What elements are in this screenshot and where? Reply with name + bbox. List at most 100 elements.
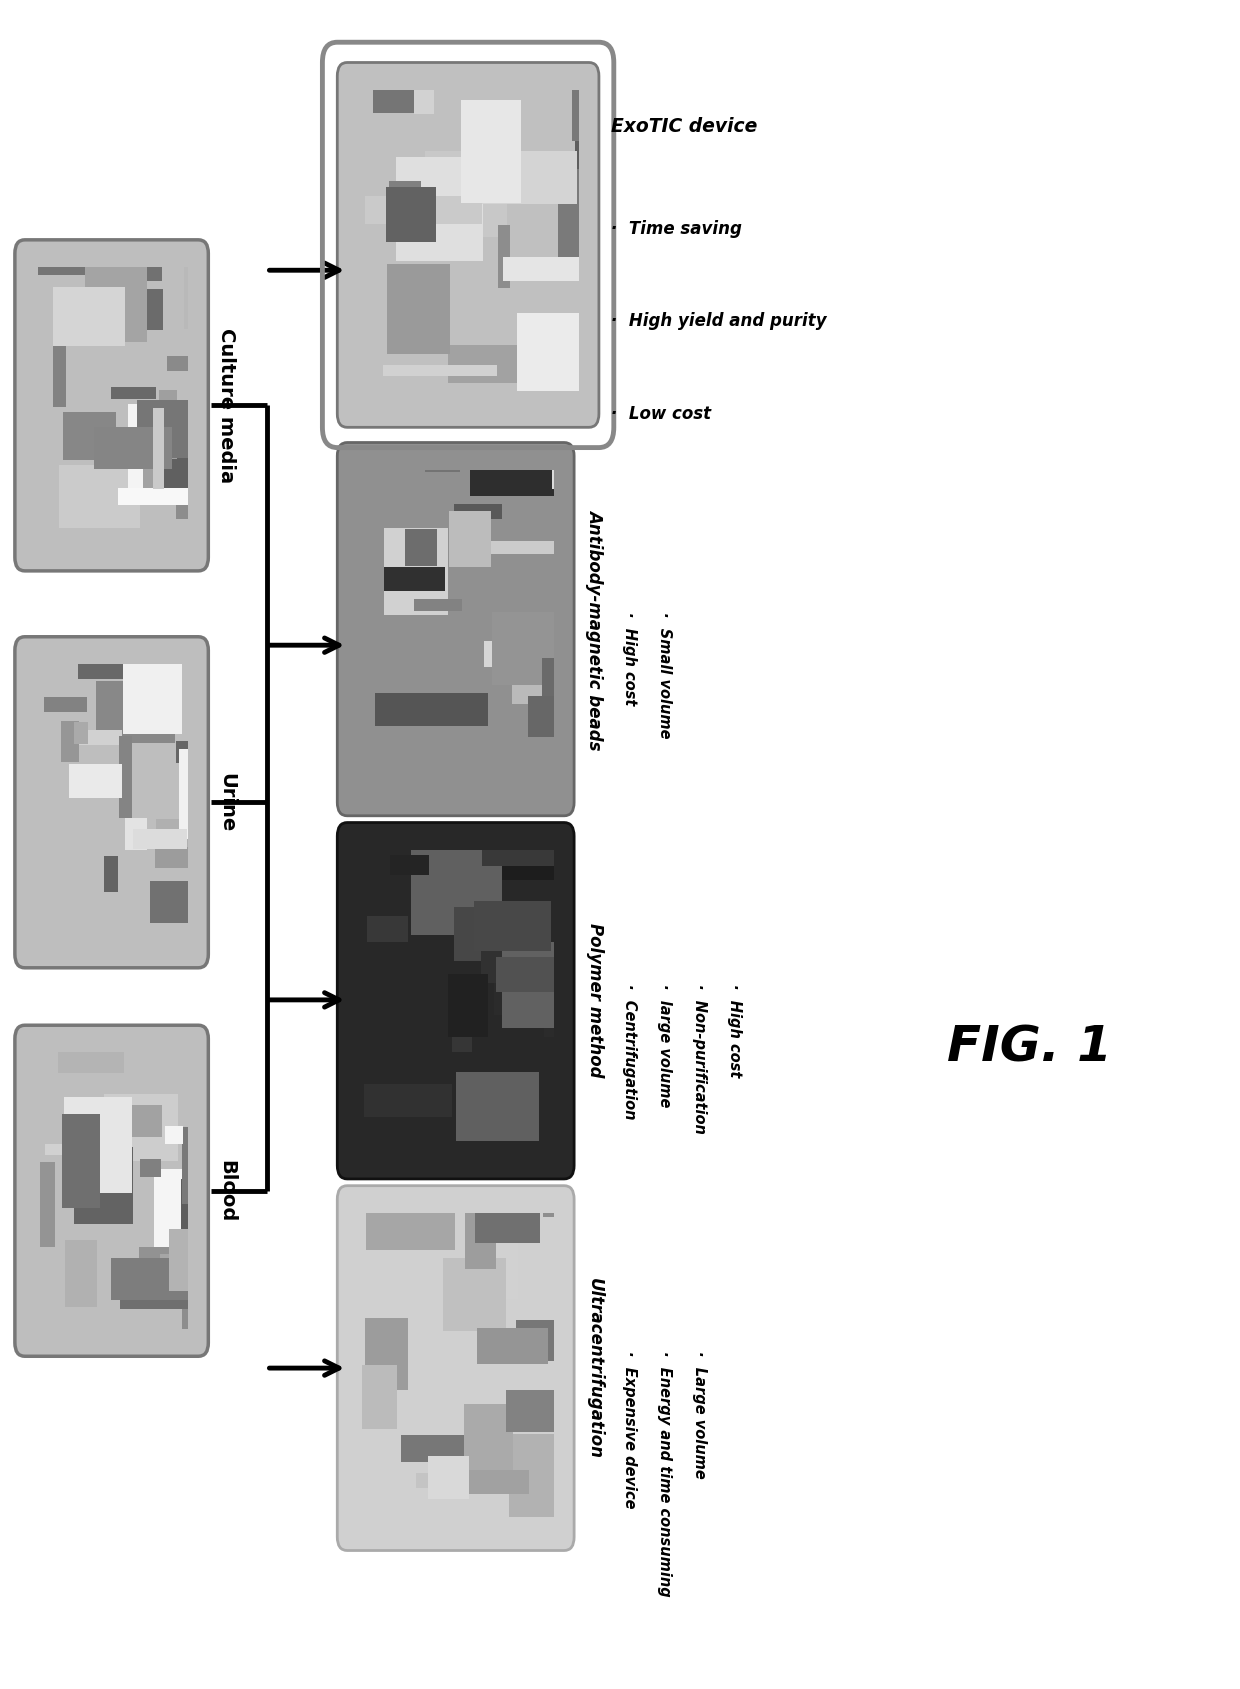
Bar xyxy=(372,90,428,113)
Bar xyxy=(362,1365,397,1429)
Text: Ultracentrifugation: Ultracentrifugation xyxy=(587,1277,604,1459)
Bar xyxy=(184,267,188,329)
Bar xyxy=(464,1404,512,1480)
Bar xyxy=(160,1253,188,1309)
Bar xyxy=(396,157,484,260)
Bar xyxy=(123,664,182,735)
Text: ·  High cost: · High cost xyxy=(727,983,742,1078)
Bar xyxy=(448,975,487,1037)
Text: ·  Time saving: · Time saving xyxy=(611,220,743,238)
Bar xyxy=(181,1179,188,1268)
Bar xyxy=(465,1213,496,1268)
Bar xyxy=(159,390,177,459)
Bar xyxy=(410,850,502,934)
Bar xyxy=(136,400,188,458)
Bar xyxy=(389,181,420,230)
Bar xyxy=(389,855,429,875)
Bar xyxy=(366,1213,455,1250)
Bar xyxy=(156,819,188,851)
FancyBboxPatch shape xyxy=(337,443,574,816)
Bar xyxy=(517,312,579,390)
Bar xyxy=(384,529,448,615)
Bar xyxy=(481,540,554,554)
Bar xyxy=(477,1213,518,1299)
Bar xyxy=(470,470,554,497)
Bar xyxy=(365,1317,408,1390)
Text: ·  Centrifugation: · Centrifugation xyxy=(622,983,637,1120)
Bar xyxy=(155,846,188,868)
Bar xyxy=(154,407,164,488)
Bar xyxy=(474,900,551,951)
Bar xyxy=(112,1258,188,1299)
Bar xyxy=(129,463,162,505)
Text: ·  Non-purification: · Non-purification xyxy=(692,983,707,1133)
Bar xyxy=(543,1213,554,1216)
Bar xyxy=(140,1159,161,1177)
Bar xyxy=(176,740,188,763)
Text: ·  Low cost: · Low cost xyxy=(611,405,712,424)
Bar xyxy=(53,318,66,407)
Bar xyxy=(516,1321,554,1361)
Bar xyxy=(104,856,118,892)
Text: Blood: Blood xyxy=(217,1160,236,1221)
Bar xyxy=(434,1469,529,1495)
Bar xyxy=(103,664,172,671)
Bar xyxy=(405,529,438,566)
Text: ExoTIC device: ExoTIC device xyxy=(611,117,758,137)
Bar xyxy=(94,427,172,468)
FancyBboxPatch shape xyxy=(337,823,574,1179)
Text: ·  High yield and purity: · High yield and purity xyxy=(611,312,827,331)
Bar xyxy=(104,1094,177,1160)
Bar xyxy=(456,1073,539,1140)
Bar xyxy=(470,150,577,204)
Bar xyxy=(475,1213,541,1243)
Text: Polymer method: Polymer method xyxy=(587,924,604,1078)
Bar xyxy=(68,763,122,799)
Bar xyxy=(58,464,140,527)
Bar xyxy=(176,505,188,519)
Bar xyxy=(522,615,554,672)
Bar xyxy=(512,613,554,704)
Bar xyxy=(119,736,131,817)
Bar xyxy=(454,907,551,961)
Bar xyxy=(58,1052,124,1073)
Bar xyxy=(99,664,174,677)
Text: Antibody-magnetic beads: Antibody-magnetic beads xyxy=(587,508,604,750)
Bar xyxy=(120,1263,188,1309)
Bar xyxy=(110,387,155,399)
Bar xyxy=(448,345,549,383)
Bar xyxy=(502,942,554,1029)
Bar xyxy=(506,1390,554,1432)
Bar xyxy=(374,692,487,726)
Text: FIG. 1: FIG. 1 xyxy=(947,1024,1111,1071)
Bar xyxy=(414,90,434,115)
Bar xyxy=(383,365,497,377)
Text: ·  Expensive device: · Expensive device xyxy=(622,1351,637,1508)
FancyBboxPatch shape xyxy=(337,1186,574,1551)
Text: ·  Energy and time consuming: · Energy and time consuming xyxy=(657,1351,672,1598)
Bar xyxy=(443,1258,506,1331)
Bar xyxy=(558,169,579,260)
Bar xyxy=(128,404,144,497)
Bar xyxy=(78,664,161,679)
Bar xyxy=(180,748,188,839)
FancyBboxPatch shape xyxy=(337,62,599,427)
Bar xyxy=(73,1147,133,1225)
Bar xyxy=(84,267,146,341)
Bar xyxy=(167,355,188,372)
Bar xyxy=(181,1257,188,1329)
Bar xyxy=(62,1113,99,1208)
Bar xyxy=(424,150,507,236)
Bar xyxy=(154,1169,188,1263)
Bar xyxy=(484,640,554,667)
Bar xyxy=(125,817,148,850)
Bar xyxy=(575,135,579,213)
Bar xyxy=(63,412,115,459)
Bar xyxy=(150,882,188,924)
Text: ·  Small volume: · Small volume xyxy=(657,611,672,738)
Bar xyxy=(503,257,579,280)
Bar xyxy=(472,1015,544,1103)
Bar xyxy=(552,470,554,488)
Bar xyxy=(118,488,188,505)
Bar xyxy=(169,1230,188,1292)
